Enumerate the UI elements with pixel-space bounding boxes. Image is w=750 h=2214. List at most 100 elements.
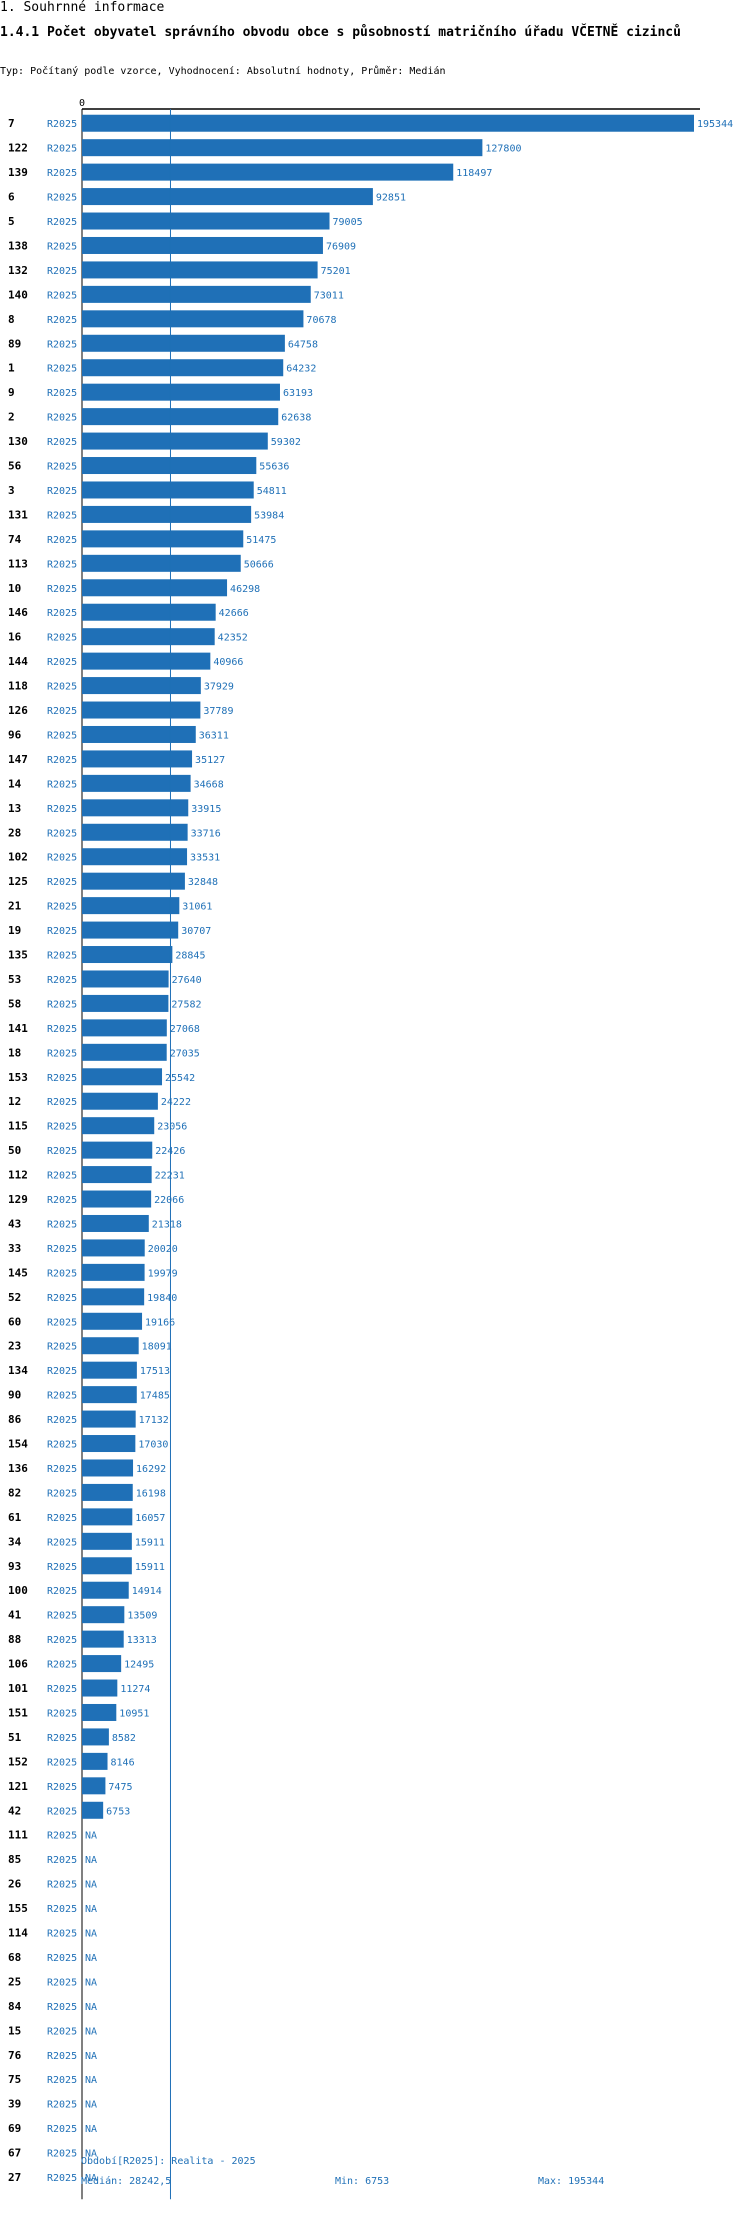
bar xyxy=(82,823,188,841)
category-label: 28 xyxy=(8,826,21,839)
category-label: 141 xyxy=(8,1022,28,1035)
category-label: 6 xyxy=(8,191,15,204)
category-label: 153 xyxy=(8,1071,28,1084)
period-label: R2025 xyxy=(47,779,77,790)
period-label: R2025 xyxy=(47,1244,77,1255)
period-label: R2025 xyxy=(47,1293,77,1304)
data-label: 36311 xyxy=(199,730,229,741)
data-label: 33915 xyxy=(191,804,221,815)
category-label: 53 xyxy=(8,973,21,986)
bar xyxy=(82,1435,136,1453)
period-label: R2025 xyxy=(47,290,77,301)
data-label: 23056 xyxy=(157,1122,187,1133)
period-label: R2025 xyxy=(47,193,77,204)
na-label: NA xyxy=(85,1880,97,1891)
bar xyxy=(82,481,254,499)
bar xyxy=(82,1801,104,1819)
category-label: 21 xyxy=(8,900,22,913)
footer-max: Max: 195344 xyxy=(538,2176,605,2187)
period-label: R2025 xyxy=(47,1488,77,1499)
data-label: 70678 xyxy=(306,315,336,326)
period-label: R2025 xyxy=(47,1953,77,1964)
period-label: R2025 xyxy=(47,2002,77,2013)
category-label: 126 xyxy=(8,704,28,717)
category-label: 9 xyxy=(8,386,15,399)
category-label: 56 xyxy=(8,460,22,473)
period-label: R2025 xyxy=(47,1195,77,1206)
bar xyxy=(82,1337,139,1355)
period-label: R2025 xyxy=(47,1611,77,1622)
data-label: 33716 xyxy=(191,828,221,839)
category-label: 2 xyxy=(8,411,15,424)
data-label: 28845 xyxy=(175,951,205,962)
data-label: 11274 xyxy=(120,1684,150,1695)
period-label: R2025 xyxy=(47,975,77,986)
bar xyxy=(82,505,252,523)
data-label: 62638 xyxy=(281,413,311,424)
category-label: 93 xyxy=(8,1560,21,1573)
period-label: R2025 xyxy=(47,1708,77,1719)
category-label: 43 xyxy=(8,1217,21,1230)
category-label: 25 xyxy=(8,1975,21,1988)
bar xyxy=(82,163,454,181)
period-label: R2025 xyxy=(47,1586,77,1597)
period-label: R2025 xyxy=(47,2173,77,2184)
data-label: 8146 xyxy=(111,1757,135,1768)
period-label: R2025 xyxy=(47,241,77,252)
bar xyxy=(82,677,201,695)
bar xyxy=(82,1410,136,1428)
category-label: 100 xyxy=(8,1584,28,1597)
bar xyxy=(82,114,694,132)
bar xyxy=(82,1777,106,1795)
data-label: 16057 xyxy=(135,1513,165,1524)
data-label: 19166 xyxy=(145,1317,175,1328)
category-label: 138 xyxy=(8,239,28,252)
data-label: 15911 xyxy=(135,1537,165,1548)
period-label: R2025 xyxy=(47,706,77,717)
data-label: 22231 xyxy=(155,1171,185,1182)
period-label: R2025 xyxy=(47,1097,77,1108)
period-label: R2025 xyxy=(47,1024,77,1035)
category-label: 135 xyxy=(8,949,28,962)
period-label: R2025 xyxy=(47,2051,77,2062)
na-label: NA xyxy=(85,2075,97,2086)
category-label: 101 xyxy=(8,1682,28,1695)
data-label: 33531 xyxy=(190,853,220,864)
bar xyxy=(82,897,180,915)
data-label: 22066 xyxy=(154,1195,184,1206)
category-label: 41 xyxy=(8,1609,22,1622)
category-label: 3 xyxy=(8,484,15,497)
period-label: R2025 xyxy=(47,119,77,130)
data-label: 15911 xyxy=(135,1562,165,1573)
data-label: 27068 xyxy=(170,1024,200,1035)
bar xyxy=(82,750,193,768)
data-label: 13313 xyxy=(127,1635,157,1646)
bar xyxy=(82,457,257,475)
period-label: R2025 xyxy=(47,1440,77,1451)
category-label: 5 xyxy=(8,215,15,228)
category-label: 118 xyxy=(8,680,28,693)
period-label: R2025 xyxy=(47,902,77,913)
na-label: NA xyxy=(85,1929,97,1940)
data-label: 75201 xyxy=(321,266,351,277)
period-label: R2025 xyxy=(47,217,77,228)
period-label: R2025 xyxy=(47,1904,77,1915)
data-label: 8582 xyxy=(112,1733,136,1744)
bar xyxy=(82,701,201,719)
bar xyxy=(82,310,304,328)
category-label: 134 xyxy=(8,1364,28,1377)
data-label: 14914 xyxy=(132,1586,162,1597)
category-label: 27 xyxy=(8,2171,21,2184)
category-label: 132 xyxy=(8,264,28,277)
bar xyxy=(82,530,244,548)
bar xyxy=(82,383,280,401)
period-label: R2025 xyxy=(47,266,77,277)
bar xyxy=(82,408,279,426)
bar xyxy=(82,1532,132,1550)
bar xyxy=(82,1361,137,1379)
bar xyxy=(82,1043,167,1061)
category-label: 82 xyxy=(8,1486,21,1499)
category-label: 15 xyxy=(8,2024,21,2037)
bar xyxy=(82,261,318,279)
